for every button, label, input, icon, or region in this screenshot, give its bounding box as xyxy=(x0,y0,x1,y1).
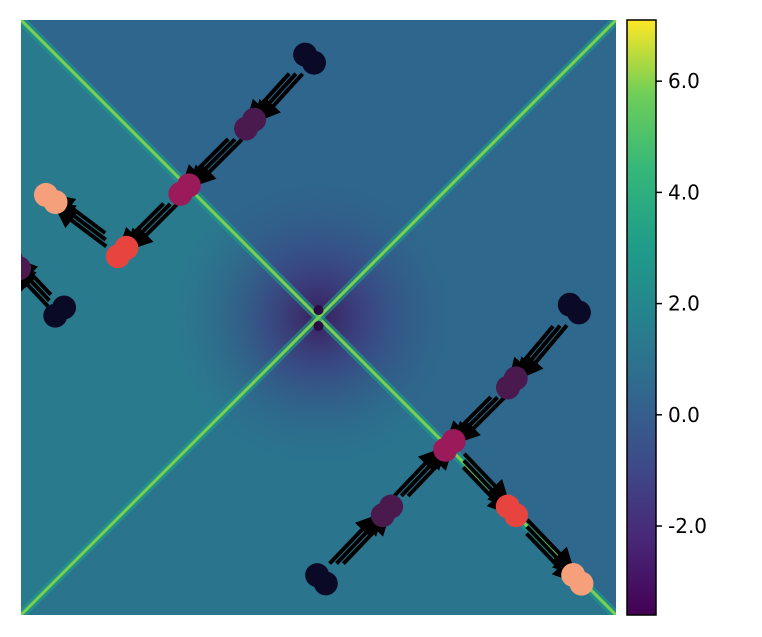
heatmap-field xyxy=(21,20,616,615)
colorbar-tick-label-4: -2.0 xyxy=(668,514,707,538)
trajectory-0-point-1 xyxy=(234,107,267,141)
trajectory-0-arrow-2-2 xyxy=(119,202,166,249)
trajectory-0-arrow-0-2 xyxy=(246,72,291,121)
colorbar xyxy=(626,19,657,616)
trajectory-0-arrow-3-2 xyxy=(54,194,107,235)
trajectory-2-arrow-1-2 xyxy=(446,395,493,442)
trajectory-0-arrow-1-2 xyxy=(181,137,230,186)
colorbar-tick-label-2: 2.0 xyxy=(668,292,700,316)
trajectory-2-point-0 xyxy=(557,292,591,325)
colorbar-tick-label-0: 6.0 xyxy=(668,69,700,93)
trajectory-3-arrow-1-2 xyxy=(406,449,453,498)
trajectory-3-point-1 xyxy=(370,494,404,528)
trajectory-3-point-2 xyxy=(433,429,466,462)
trajectory-0-point-3 xyxy=(105,235,139,269)
trajectory-3-point-0 xyxy=(305,563,338,596)
trajectory-0-point-4 xyxy=(33,182,68,215)
trajectory-2-point-3 xyxy=(495,494,529,528)
trajectory-2-point-1 xyxy=(496,366,528,400)
trajectory-2-arrow-0-2 xyxy=(509,324,555,379)
trajectory-2-arrow-2-2 xyxy=(461,465,508,514)
trajectory-0-point-0 xyxy=(293,42,327,75)
colorbar-tick-label-1: 4.0 xyxy=(668,180,700,204)
trajectory-0-point-2 xyxy=(168,173,201,206)
trajectory-2-point-4 xyxy=(561,562,594,596)
colorbar-tick-label-3: 0.0 xyxy=(668,403,700,427)
trajectory-3-arrow-0-2 xyxy=(341,515,390,565)
trajectory-1-point-1 xyxy=(21,253,32,281)
trajectory-2-arrow-3-2 xyxy=(525,532,573,582)
trajectory-1-point-0 xyxy=(43,295,77,328)
